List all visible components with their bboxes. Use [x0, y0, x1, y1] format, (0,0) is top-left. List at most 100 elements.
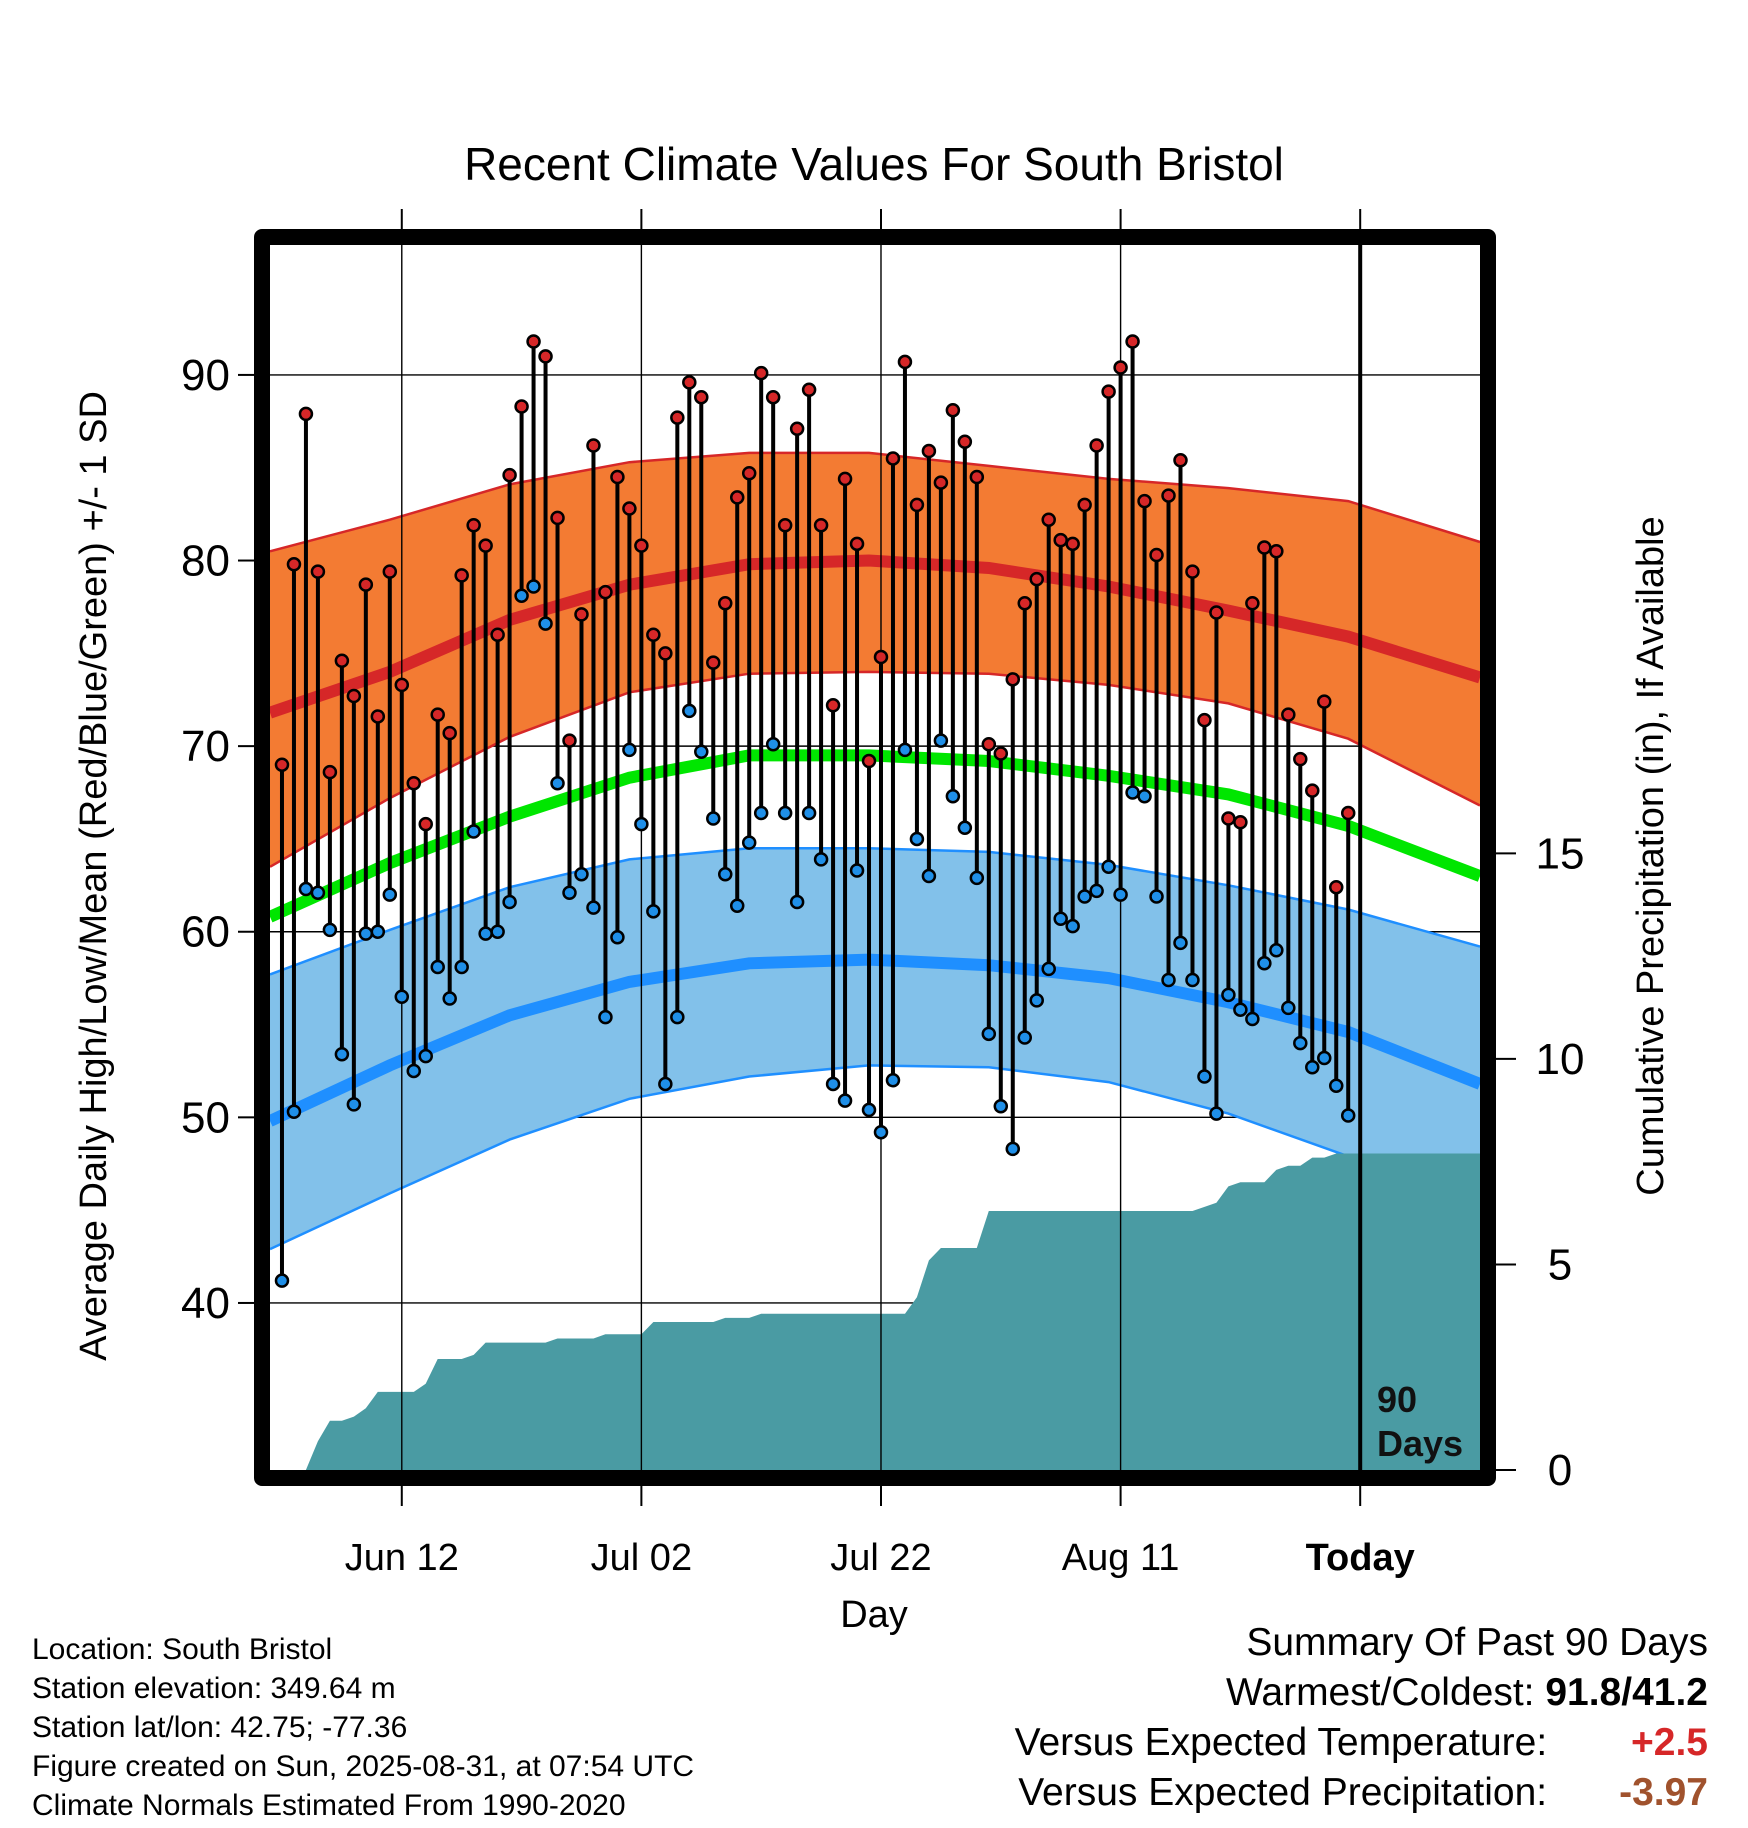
precip-area — [270, 1153, 1480, 1470]
daily-high-point — [981, 737, 997, 752]
daily-low-point — [1245, 1011, 1260, 1027]
y2-tick-label: 5 — [1548, 1240, 1572, 1289]
y2-tick-label: 10 — [1536, 1035, 1585, 1084]
daily-low-point — [1077, 889, 1092, 904]
daily-low-point — [1041, 961, 1056, 977]
daily-high-point — [442, 725, 457, 741]
daily-low-point — [1340, 1108, 1356, 1123]
daily-low-point — [1328, 1078, 1344, 1094]
daily-high-point — [1221, 811, 1236, 826]
daily-high-point — [1113, 360, 1128, 375]
daily-high-point — [682, 375, 697, 390]
daily-low-point — [1185, 972, 1200, 988]
daily-high-point — [921, 443, 937, 459]
figure-created: Figure created on Sun, 2025-08-31, at 07… — [32, 1750, 695, 1783]
warmest-label: Warmest/Coldest: — [1226, 1671, 1535, 1714]
daily-low-point — [741, 835, 757, 850]
daily-low-point — [1149, 889, 1164, 904]
y-tick-label: 60 — [181, 908, 230, 957]
daily-low-point — [586, 900, 601, 915]
daily-low-point — [993, 1098, 1009, 1114]
daily-high-point — [454, 568, 469, 583]
today-label-line2: Days — [1377, 1423, 1463, 1464]
daily-high-point — [1257, 540, 1272, 555]
daily-low-point — [1257, 956, 1272, 971]
y-tick-label: 80 — [181, 537, 230, 586]
daily-high-point — [622, 501, 637, 516]
daily-high-point — [837, 471, 853, 487]
daily-high-point — [514, 399, 529, 414]
daily-low-point — [274, 1273, 290, 1288]
daily-high-point — [1125, 334, 1140, 349]
daily-low-point — [514, 588, 529, 604]
daily-low-point — [694, 744, 709, 759]
daily-high-point — [1293, 751, 1308, 767]
climate-normals-note: Climate Normals Estimated From 1990-2020 — [32, 1789, 626, 1822]
daily-high-point — [777, 518, 793, 533]
temp-value: +2.5 — [1631, 1721, 1708, 1764]
daily-high-point — [274, 757, 290, 772]
daily-high-point — [1317, 694, 1332, 709]
daily-high-point — [1233, 814, 1248, 830]
daily-low-point — [1281, 1000, 1296, 1016]
daily-low-point — [837, 1093, 853, 1108]
daily-low-point — [777, 805, 793, 821]
daily-high-point — [286, 556, 302, 572]
summary-title: Summary Of Past 90 Days — [1246, 1621, 1708, 1664]
daily-high-point — [1281, 707, 1296, 722]
y-tick-label: 50 — [181, 1093, 230, 1142]
daily-low-point — [502, 894, 517, 910]
daily-high-point — [1209, 605, 1224, 620]
daily-low-point — [933, 733, 949, 748]
x-tick-label: Aug 11 — [1062, 1537, 1180, 1579]
daily-low-point — [717, 866, 733, 882]
daily-high-point — [765, 389, 781, 405]
y-tick-label: 70 — [181, 722, 230, 771]
station-latlon: Station lat/lon: 42.75; -77.36 — [32, 1711, 408, 1744]
daily-high-point — [801, 382, 817, 398]
daily-high-point — [406, 776, 422, 791]
today-label-line1: 90 — [1377, 1379, 1417, 1420]
daily-low-point — [1005, 1141, 1021, 1157]
daily-high-point — [298, 406, 314, 422]
daily-high-point — [1197, 712, 1212, 728]
daily-low-point — [1293, 1035, 1308, 1051]
high-plus-sd-line — [269, 451, 1481, 553]
daily-low-point — [430, 959, 445, 975]
daily-low-point — [322, 922, 338, 938]
y2-axis-label: Cumulative Precipitation (in), If Availa… — [1630, 516, 1672, 1195]
daily-low-point — [921, 868, 937, 884]
daily-low-point — [813, 852, 829, 867]
x-tick-label: Jul 02 — [591, 1537, 692, 1579]
daily-low-point — [1173, 935, 1188, 951]
summary-temp-row: Versus Expected Temperature: +2.5 — [1015, 1718, 1708, 1768]
daily-low-point — [346, 1097, 362, 1112]
daily-low-point — [1137, 789, 1152, 804]
daily-high-point — [490, 627, 505, 643]
daily-high-point — [538, 349, 553, 364]
daily-high-point — [993, 746, 1009, 761]
station-elevation: Station elevation: 349.64 m — [32, 1672, 396, 1705]
daily-high-point — [310, 564, 326, 579]
daily-high-point — [861, 753, 877, 769]
axes: 40 50 60 70 80 90 0 5 10 15 Jun 12 Jul 02 Jul 22 Aug … — [181, 209, 1584, 1579]
x-tick-label: Today — [1306, 1537, 1415, 1579]
daily-low-point — [634, 816, 649, 832]
plot-frame — [254, 229, 1496, 1486]
daily-low-point — [1053, 911, 1068, 926]
daily-high-point — [825, 698, 841, 713]
daily-low-point — [1101, 859, 1116, 875]
summary-precip-row: Versus Expected Precipitation: -3.97 — [1015, 1768, 1708, 1818]
daily-high-point — [909, 497, 925, 513]
daily-low-point — [442, 991, 457, 1006]
daily-high-point — [1173, 453, 1188, 468]
daily-low-point — [849, 863, 865, 878]
daily-high-point — [1005, 672, 1021, 687]
y-tick-label: 40 — [181, 1279, 230, 1328]
daily-low-point — [1161, 972, 1176, 988]
daily-high-point — [729, 490, 745, 505]
daily-low-point — [1197, 1069, 1212, 1084]
x-axis-label: Day — [840, 1594, 908, 1636]
daily-low-point — [1269, 943, 1284, 958]
